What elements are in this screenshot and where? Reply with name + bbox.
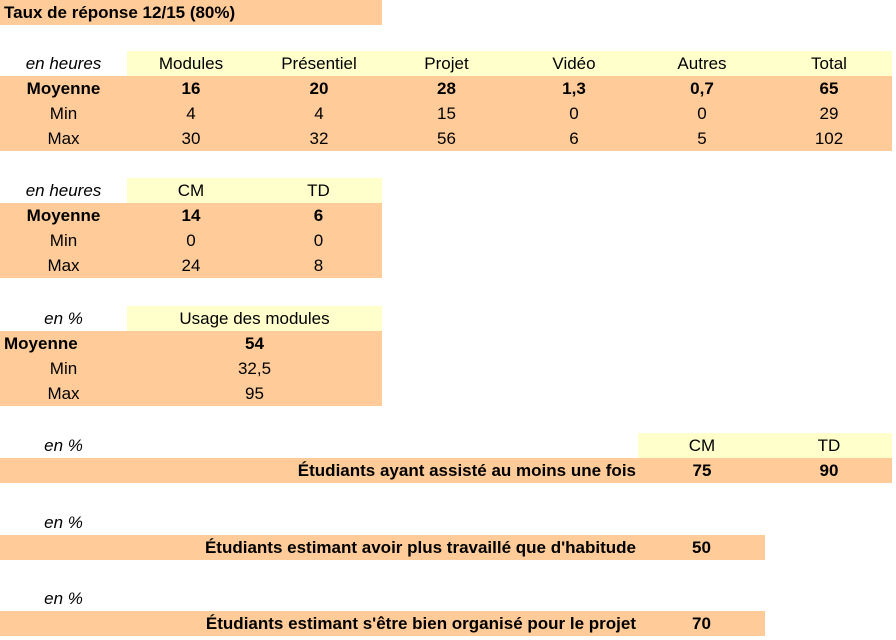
table1-row-min <box>0 101 892 126</box>
table1-header-video: Vidéo <box>510 51 638 76</box>
table3-row-max <box>0 381 382 406</box>
table5-row <box>0 535 765 560</box>
table5-cell: 50 <box>692 538 711 557</box>
table1-header-modules: Modules <box>127 51 255 76</box>
table1-cell: 0,7 <box>690 79 714 98</box>
table1-row-label: Moyenne <box>26 79 101 98</box>
table4-row-label: Étudiants ayant assisté au moins une foi… <box>297 461 636 480</box>
table3-row-label: Moyenne <box>4 334 78 353</box>
table2-row-label: Min <box>49 231 78 250</box>
table2-unit-label: en heures <box>25 181 102 200</box>
table4-cell: 75 <box>692 461 712 480</box>
table2-row-moyenne <box>0 203 382 228</box>
sheet-title: Taux de réponse 12/15 (80%) <box>0 0 382 25</box>
table1-header-projet: Projet <box>383 51 510 76</box>
table1-row-max <box>0 126 892 151</box>
table1-cell: 4 <box>314 104 324 123</box>
table2-row-max <box>0 253 382 278</box>
table6-unit-label: en % <box>44 589 83 608</box>
table4-cell: 90 <box>819 461 839 480</box>
table1-cell: 6 <box>569 129 579 148</box>
table2-cell: 24 <box>181 256 201 275</box>
table5-row-label: Étudiants estimant avoir plus travaillé … <box>204 538 636 557</box>
table1-cell: 0 <box>569 104 579 123</box>
table4-unit-label: en % <box>44 436 83 455</box>
table1-cell: 32 <box>309 129 329 148</box>
table2-header-cm: CM <box>127 178 255 203</box>
table2-cell: 14 <box>181 206 201 225</box>
table1-cell: 65 <box>819 79 839 98</box>
table5-unit-label: en % <box>44 513 83 532</box>
table1-row-label: Min <box>49 104 78 123</box>
table1-cell: 56 <box>437 129 456 148</box>
table2-cell: 6 <box>313 206 324 225</box>
table3-unit-label: en % <box>44 309 83 328</box>
table1-cell: 0 <box>697 104 707 123</box>
table1-cell: 1,3 <box>562 79 586 98</box>
table6-row-label: Étudiants estimant s'être bien organisé … <box>205 614 636 633</box>
table1-cell: 29 <box>819 104 839 123</box>
table2-cell: 8 <box>313 256 324 275</box>
table1-header-autres: Autres <box>638 51 766 76</box>
table3-row-moyenne <box>0 331 382 356</box>
table1-row-label: Max <box>47 129 80 148</box>
table3-row-min <box>0 356 382 381</box>
table6-cell: 70 <box>692 614 711 633</box>
table2-cell: 0 <box>313 231 324 250</box>
table3-cell: 54 <box>245 334 264 353</box>
table1-cell: 20 <box>309 79 329 98</box>
table1-cell: 102 <box>814 129 844 148</box>
table3-header-usage: Usage des modules <box>127 306 382 331</box>
table2-row-label: Moyenne <box>26 206 101 225</box>
table4-row <box>0 458 892 483</box>
table3-cell: 32,5 <box>237 359 272 378</box>
table2-cell: 0 <box>186 231 196 250</box>
table4-header-cm: CM <box>638 433 766 458</box>
table1-cell: 15 <box>437 104 456 123</box>
table6-row <box>0 611 765 636</box>
table2-header-td: TD <box>255 178 382 203</box>
table1-cell: 30 <box>181 129 201 148</box>
table1-cell: 28 <box>437 79 456 98</box>
table4-header-td: TD <box>766 433 892 458</box>
table3-row-label: Min <box>49 359 78 378</box>
table3-cell: 95 <box>245 384 264 403</box>
table1-row-moyenne <box>0 76 892 101</box>
table1-header-total: Total <box>766 51 892 76</box>
table3-row-label: Max <box>47 384 80 403</box>
table1-cell: 5 <box>697 129 707 148</box>
table1-cell: 16 <box>181 79 201 98</box>
table2-row-label: Max <box>47 256 80 275</box>
table2-row-min <box>0 228 382 253</box>
table1-cell: 4 <box>186 104 196 123</box>
table1-header-presentiel: Présentiel <box>255 51 383 76</box>
table1-unit-label: en heures <box>25 54 102 73</box>
